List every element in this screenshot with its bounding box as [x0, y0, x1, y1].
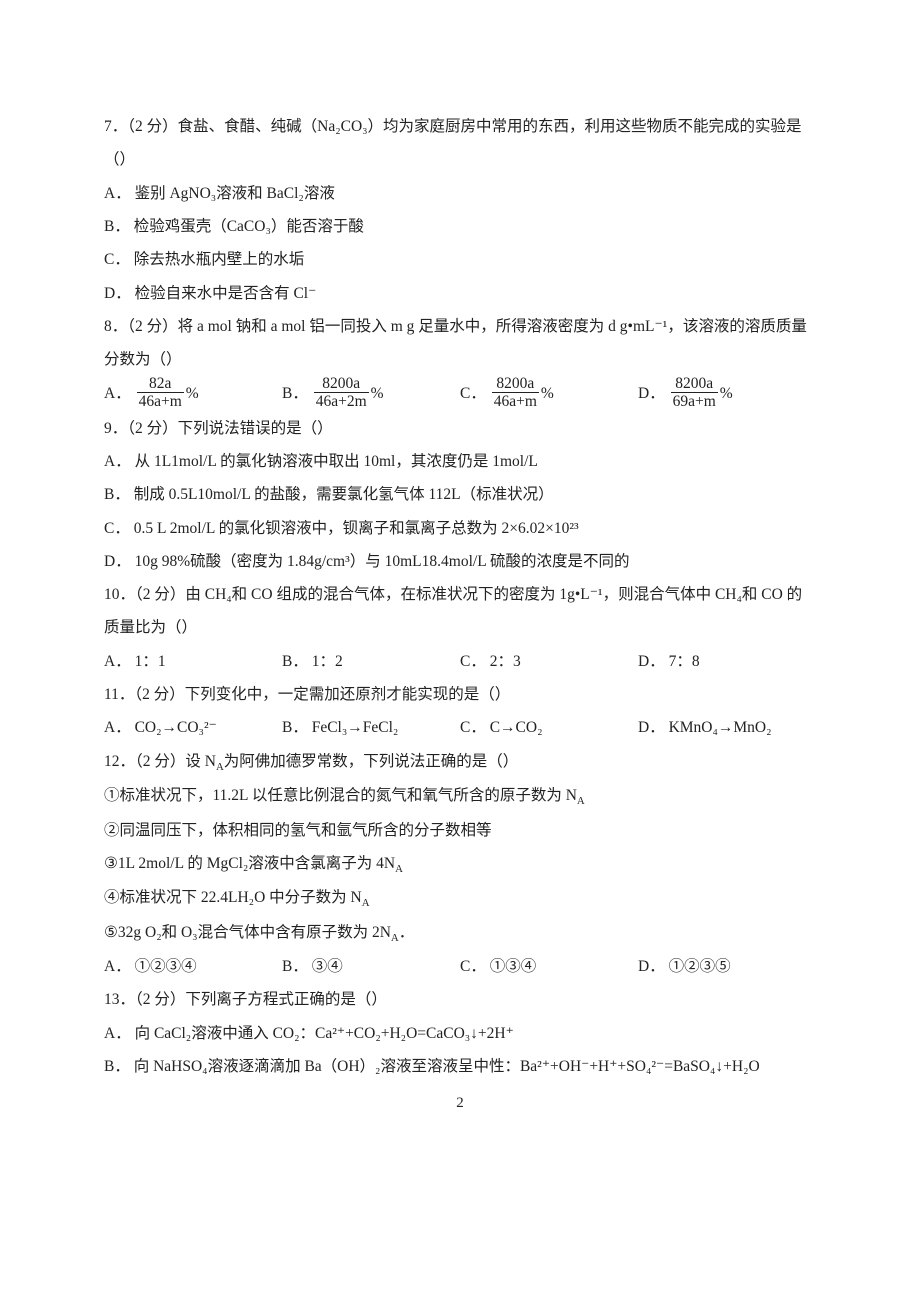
- q10-stem: 10．（2 分）由 CH₄和 CO 组成的混合气体，在标准状况下的密度为 1g•…: [104, 578, 816, 645]
- q10-opt-b: B． 1：2: [282, 645, 460, 678]
- q9-opt-b: B． 制成 0.5L10mol/L 的盐酸，需要氯化氢气体 112L（标准状况）: [104, 478, 816, 511]
- q7-opt-d: D． 检验自来水中是否含有 Cl⁻: [104, 277, 816, 310]
- q8-a-fraction: 82a 46a+m: [137, 375, 184, 410]
- q12-stem: 12．（2 分）设 NA为阿佛加德罗常数，下列说法正确的是（）: [104, 745, 816, 779]
- q12-l5-c: ．: [399, 924, 415, 941]
- q12-opt-b: B． ③④: [282, 950, 460, 983]
- q8-opt-b: B． 8200a 46a+2m %: [282, 377, 460, 412]
- q8-c-label: C．: [460, 385, 486, 402]
- q12-line2: ②同温同压下，体积相同的氢气和氩气所含的分子数相等: [104, 814, 816, 847]
- q8-c-den: 46a+m: [492, 393, 539, 410]
- q12-l1-a: ①标准状况下，11.2L 以任意比例混合的氮气和氧气所含的原子数为 N: [104, 787, 577, 804]
- q12-l1-b: A: [577, 795, 585, 807]
- q12-l5-a: ⑤32g O₂和 O₃混合气体中含有原子数为 2N: [104, 924, 391, 941]
- q8-opt-c: C． 8200a 46a+m %: [460, 377, 638, 412]
- q10-opt-d: D． 7：8: [638, 645, 816, 678]
- q12-l4-a: ④标准状况下 22.4LH₂O 中分子数为 N: [104, 889, 362, 906]
- q12-l3-b: A: [395, 863, 403, 875]
- q8-a-num: 82a: [137, 375, 184, 393]
- q8-c-fraction: 8200a 46a+m: [492, 375, 539, 410]
- q12-opt-c: C． ①③④: [460, 950, 638, 983]
- q11-opt-c: C． C→CO₂: [460, 711, 638, 744]
- q8-d-label: D．: [638, 385, 665, 402]
- q12-stem-tail: 为阿佛加德罗常数，下列说法正确的是（）: [224, 753, 519, 770]
- q8-opt-a: A． 82a 46a+m %: [104, 377, 282, 412]
- q7-opt-b: B． 检验鸡蛋壳（CaCO₃）能否溶于酸: [104, 210, 816, 243]
- q11-stem: 11．（2 分）下列变化中，一定需加还原剂才能实现的是（）: [104, 678, 816, 711]
- q12-options: A． ①②③④ B． ③④ C． ①③④ D． ①②③⑤: [104, 950, 816, 983]
- q8-a-suf: %: [186, 385, 199, 402]
- q11-options: A． CO₂→CO₃²⁻ B． FeCl₃→FeCl₂ C． C→CO₂ D． …: [104, 711, 816, 744]
- q11-opt-b: B． FeCl₃→FeCl₂: [282, 711, 460, 744]
- q11-opt-d: D． KMnO₄→MnO₂: [638, 711, 816, 744]
- q12-opt-d: D． ①②③⑤: [638, 950, 816, 983]
- q12-line4: ④标准状况下 22.4LH₂O 中分子数为 NA: [104, 881, 816, 915]
- q13-opt-a: A． 向 CaCl₂溶液中通入 CO₂：Ca²⁺+CO₂+H₂O=CaCO₃↓+…: [104, 1017, 816, 1050]
- q13-stem: 13．（2 分）下列离子方程式正确的是（）: [104, 983, 816, 1016]
- q7-opt-a: A． 鉴别 AgNO₃溶液和 BaCl₂溶液: [104, 177, 816, 210]
- q8-c-suf: %: [541, 385, 554, 402]
- q9-opt-d: D． 10g 98%硫酸（密度为 1.84g/cm³）与 10mL18.4mol…: [104, 545, 816, 578]
- q7-stem: 7．（2 分）食盐、食醋、纯碱（Na₂CO₃）均为家庭厨房中常用的东西，利用这些…: [104, 110, 816, 177]
- q12-line5: ⑤32g O₂和 O₃混合气体中含有原子数为 2NA．: [104, 916, 816, 950]
- q9-stem: 9．（2 分）下列说法错误的是（）: [104, 412, 816, 445]
- q10-opt-c: C． 2：3: [460, 645, 638, 678]
- q12-l4-b: A: [362, 897, 370, 909]
- q9-opt-c: C． 0.5 L 2mol/L 的氯化钡溶液中，钡离子和氯离子总数为 2×6.0…: [104, 512, 816, 545]
- q8-a-den: 46a+m: [137, 393, 184, 410]
- q12-l5-b: A: [391, 932, 399, 944]
- q8-b-fraction: 8200a 46a+2m: [314, 375, 369, 410]
- q12-line3: ③1L 2mol/L 的 MgCl₂溶液中含氯离子为 4NA: [104, 847, 816, 881]
- q11-opt-a: A． CO₂→CO₃²⁻: [104, 711, 282, 744]
- q8-d-suf: %: [720, 385, 733, 402]
- q12-stem-a: 12．（2 分）设 N: [104, 753, 216, 770]
- q8-a-label: A．: [104, 385, 131, 402]
- q13-opt-b: B． 向 NaHSO₄溶液逐滴滴加 Ba（OH）₂溶液至溶液呈中性：Ba²⁺+O…: [104, 1050, 816, 1083]
- q12-stem-sub: A: [216, 761, 224, 773]
- q8-b-num: 8200a: [314, 375, 369, 393]
- q8-b-suf: %: [371, 385, 384, 402]
- q10-options: A． 1：1 B． 1：2 C． 2：3 D． 7：8: [104, 645, 816, 678]
- q7-opt-c: C． 除去热水瓶内壁上的水垢: [104, 243, 816, 276]
- q8-c-num: 8200a: [492, 375, 539, 393]
- q8-options: A． 82a 46a+m % B． 8200a 46a+2m % C． 8200…: [104, 377, 816, 412]
- exam-page: 7．（2 分）食盐、食醋、纯碱（Na₂CO₃）均为家庭厨房中常用的东西，利用这些…: [0, 0, 920, 1143]
- q9-opt-a: A． 从 1L1mol/L 的氯化钠溶液中取出 10ml，其浓度仍是 1mol/…: [104, 445, 816, 478]
- q10-opt-a: A． 1：1: [104, 645, 282, 678]
- q8-opt-d: D． 8200a 69a+m %: [638, 377, 816, 412]
- q8-b-label: B．: [282, 385, 308, 402]
- q12-opt-a: A． ①②③④: [104, 950, 282, 983]
- q8-d-fraction: 8200a 69a+m: [671, 375, 718, 410]
- q8-d-den: 69a+m: [671, 393, 718, 410]
- q12-l3-a: ③1L 2mol/L 的 MgCl₂溶液中含氯离子为 4N: [104, 855, 395, 872]
- q8-stem: 8．（2 分）将 a mol 钠和 a mol 铝一同投入 m g 足量水中，所…: [104, 310, 816, 377]
- q12-line1: ①标准状况下，11.2L 以任意比例混合的氮气和氧气所含的原子数为 NA: [104, 779, 816, 813]
- page-number: 2: [0, 1087, 920, 1119]
- q8-b-den: 46a+2m: [314, 393, 369, 410]
- q8-d-num: 8200a: [671, 375, 718, 393]
